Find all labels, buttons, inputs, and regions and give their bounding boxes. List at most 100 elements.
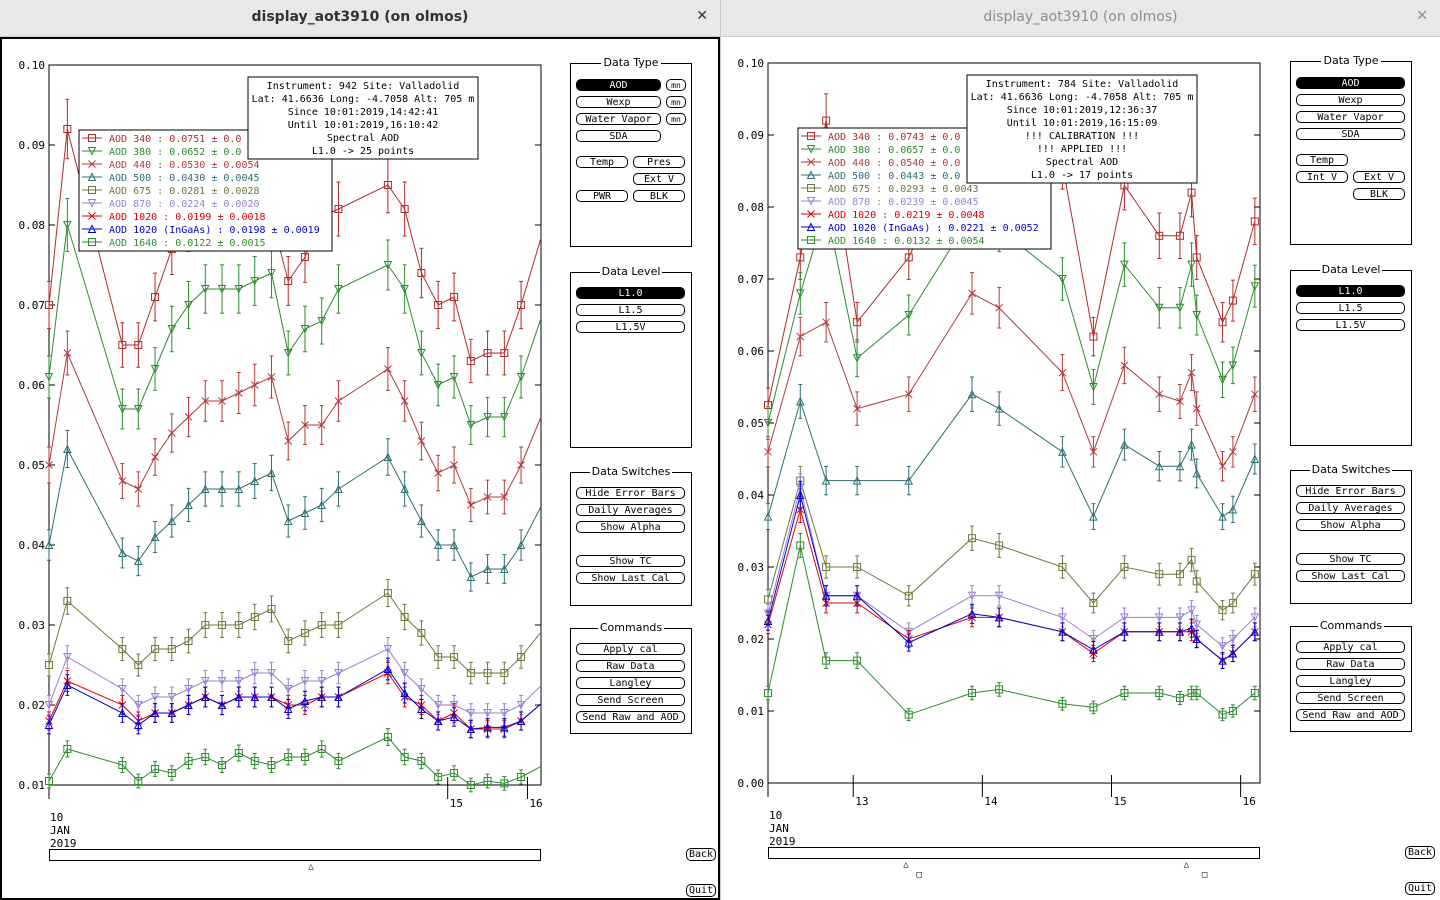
data-point [1218, 375, 1227, 385]
scroll-triangle-marker[interactable]: △ [1183, 860, 1190, 870]
data-point [500, 349, 509, 357]
raw-data-button[interactable]: Raw Data [576, 660, 685, 672]
data-point [44, 701, 54, 710]
l1-0-button[interactable]: L1.0 [1296, 285, 1405, 297]
l1-5v-button[interactable]: L1.5V [1296, 319, 1405, 331]
back-button[interactable]: Back [1405, 846, 1435, 859]
series-tail [520, 237, 542, 306]
send-raw-and-aod-button[interactable]: Send Raw and AOD [1296, 709, 1405, 721]
titlebar-left[interactable]: display_aot3910 (on olmos) ✕ [0, 0, 720, 37]
show-alpha-button[interactable]: Show Alpha [1296, 519, 1405, 531]
scroll-triangle-marker[interactable]: △ [903, 860, 909, 870]
data-point [300, 629, 309, 637]
blk-button[interactable]: BLK [1353, 188, 1405, 200]
data-point [151, 293, 160, 301]
wexp-button[interactable]: Wexp [576, 96, 661, 108]
apply-cal-button[interactable]: Apply cal [576, 643, 685, 655]
scroll-square-marker[interactable]: □ [1201, 870, 1208, 880]
data-point [500, 709, 509, 718]
sda-button[interactable]: SDA [576, 130, 661, 142]
hide-error-bars-button[interactable]: Hide Error Bars [1296, 485, 1405, 497]
data-point [334, 205, 343, 213]
legend-marker [87, 199, 97, 208]
pwr-button[interactable]: PWR [576, 190, 628, 202]
data-point [284, 277, 293, 285]
wexp-button[interactable]: Wexp [1296, 94, 1405, 106]
daily-averages-button[interactable]: Daily Averages [1296, 502, 1405, 514]
aod-mn-button[interactable]: mn [666, 79, 686, 91]
sda-button[interactable]: SDA [1296, 128, 1405, 140]
send-raw-and-aod-button[interactable]: Send Raw and AOD [576, 711, 685, 723]
ext-v-button[interactable]: Ext V [1353, 171, 1405, 183]
blk-button[interactable]: BLK [633, 190, 685, 202]
water-vapor-button[interactable]: Water Vapor [1296, 111, 1405, 123]
legend-marker [87, 147, 97, 156]
wexp-mn-button[interactable]: mn [666, 96, 686, 108]
data-point [150, 708, 160, 717]
temp-button[interactable]: Temp [1296, 154, 1348, 166]
scroll-square-marker[interactable]: □ [916, 870, 922, 880]
hide-error-bars-button[interactable]: Hide Error Bars [576, 487, 685, 499]
close-icon[interactable]: ✕ [696, 8, 708, 24]
temp-button[interactable]: Temp [576, 156, 628, 168]
send-screen-button[interactable]: Send Screen [576, 694, 685, 706]
window-left: display_aot3910 (on olmos) ✕ 0.01 0.02 0.0… [0, 0, 720, 900]
data-switches-panel: Data Switches Hide Error Bars Daily Aver… [1290, 463, 1412, 604]
scroll-triangle-marker[interactable]: △ [308, 862, 314, 872]
legend-label: AOD 1020 : 0.0199 ± 0.0018 [109, 212, 266, 223]
data-point [218, 621, 227, 629]
int-v-button[interactable]: Int V [1296, 171, 1348, 183]
show-last-cal-button[interactable]: Show Last Cal [1296, 570, 1405, 582]
data-point [483, 413, 492, 422]
data-point [852, 475, 862, 485]
apply-cal-button[interactable]: Apply cal [1296, 641, 1405, 653]
show-tc-button[interactable]: Show TC [1296, 553, 1405, 565]
close-icon[interactable]: ✕ [1416, 8, 1428, 24]
data-point [796, 541, 805, 550]
l1-5-button[interactable]: L1.5 [576, 304, 685, 316]
data-point [234, 749, 243, 757]
langley-button[interactable]: Langley [576, 677, 685, 689]
water-vapor-mn-button[interactable]: mn [666, 113, 686, 125]
y-tick-label: 0.01 [738, 705, 765, 718]
legend-marker [87, 224, 97, 233]
pres-button[interactable]: Pres [633, 156, 685, 168]
aod-button[interactable]: AOD [1296, 77, 1405, 89]
aod-chart-left: 0.01 0.02 0.03 0.04 0.05 0.06 0.07 0.08 0.09 0.10… [19, 59, 543, 850]
send-screen-button[interactable]: Send Screen [1296, 692, 1405, 704]
series-aod-675 [45, 578, 526, 685]
titlebar-right[interactable]: display_aot3910 (on olmos) ✕ [721, 0, 1440, 37]
back-button[interactable]: Back [686, 848, 716, 861]
ext-v-button[interactable]: Ext V [633, 173, 685, 185]
time-scrollbar[interactable] [768, 847, 1260, 859]
raw-data-button[interactable]: Raw Data [1296, 658, 1405, 670]
series-aod-870 [763, 473, 1260, 656]
water-vapor-button[interactable]: Water Vapor [576, 113, 661, 125]
data-point [500, 493, 509, 501]
show-tc-button[interactable]: Show TC [576, 555, 685, 567]
data-point [417, 704, 426, 713]
legend-marker [807, 184, 815, 192]
l1-5-button[interactable]: L1.5 [1296, 302, 1405, 314]
show-last-cal-button[interactable]: Show Last Cal [576, 572, 685, 584]
data-point [1250, 627, 1260, 636]
data-point [968, 534, 977, 543]
x-start-label: JAN [769, 822, 789, 835]
data-point [822, 318, 830, 327]
aod-button[interactable]: AOD [576, 79, 661, 91]
quit-button[interactable]: Quit [1405, 882, 1435, 895]
time-scrollbar[interactable] [49, 849, 541, 861]
data-point [1089, 511, 1098, 521]
quit-button[interactable]: Quit [686, 884, 716, 897]
data-point [317, 317, 327, 326]
info-line: !!! CALIBRATION !!! [1025, 131, 1139, 142]
legend-marker [806, 170, 816, 179]
daily-averages-button[interactable]: Daily Averages [576, 504, 685, 516]
l1-0-button[interactable]: L1.0 [576, 287, 685, 299]
l1-5v-button[interactable]: L1.5V [576, 321, 685, 333]
data-point [1228, 707, 1237, 715]
langley-button[interactable]: Langley [1296, 675, 1405, 687]
show-alpha-button[interactable]: Show Alpha [576, 521, 685, 533]
data-point [466, 724, 476, 733]
data-point [1176, 397, 1184, 406]
